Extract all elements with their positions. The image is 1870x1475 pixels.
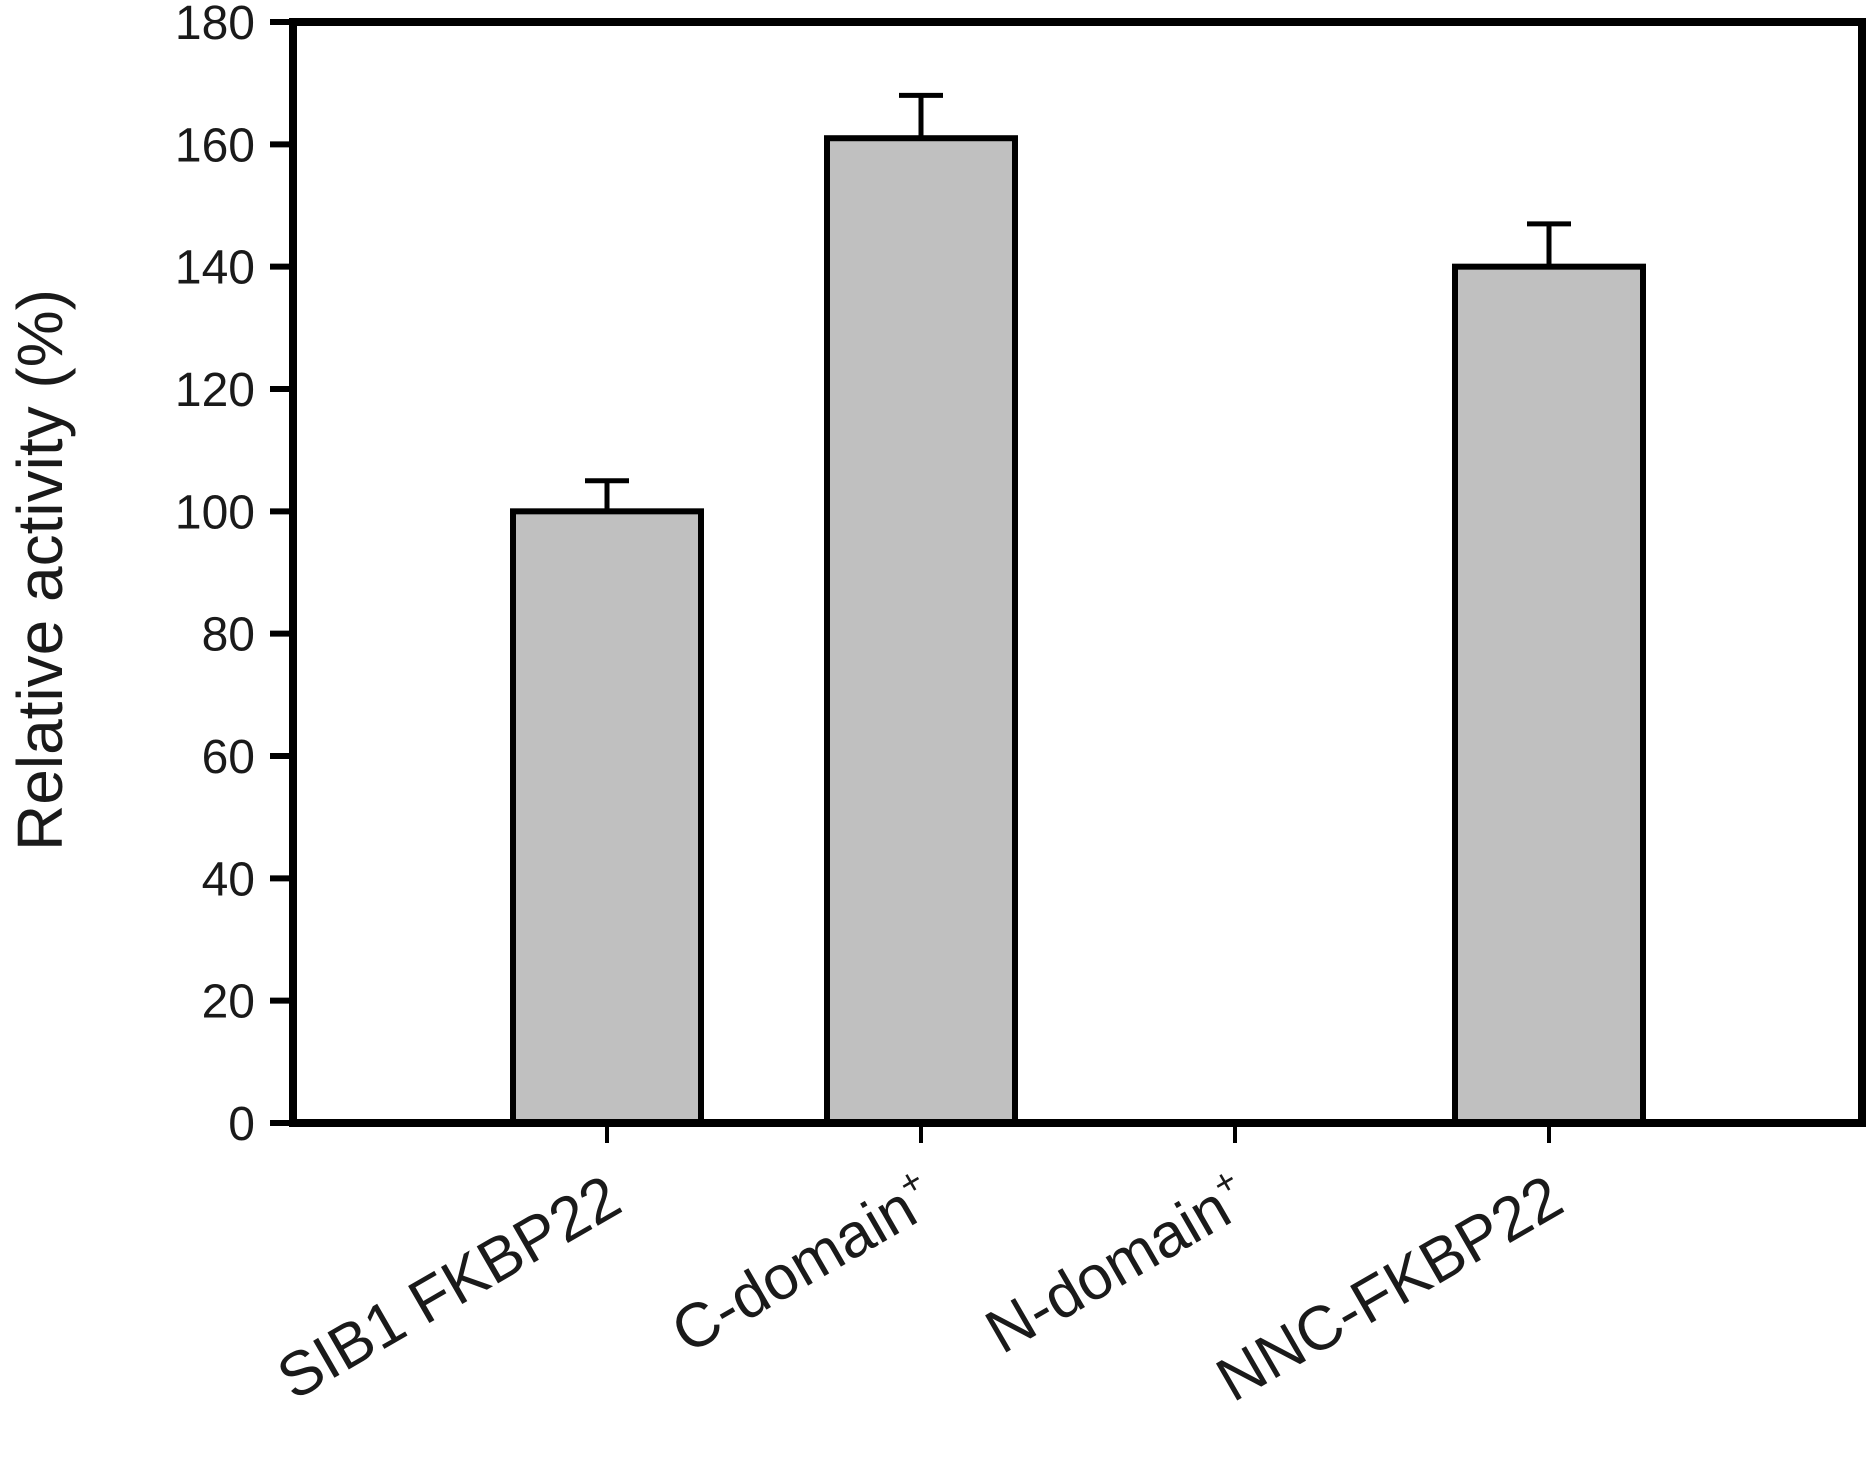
y-axis-ticks: 0 20 40 60 80 100 120 140 160 180	[175, 0, 293, 1151]
bar-nnc-fkbp22	[1452, 263, 1646, 1126]
x-axis-category-labels: SIB1 FKBP22 C-domain+ N-domain+NNC-FKBP22	[266, 1159, 1574, 1415]
x-axis-ticks	[605, 1127, 1551, 1143]
plot-frame	[289, 18, 1866, 1127]
x-category-label: C-domain+	[659, 1159, 946, 1367]
y-tick-label: 180	[175, 0, 255, 50]
y-tick-label: 160	[175, 119, 255, 172]
y-axis-title: Relative activity (%)	[4, 289, 76, 851]
y-tick-label: 80	[202, 609, 255, 662]
y-tick-label: 60	[202, 731, 255, 784]
x-category-label-text: C-domain	[661, 1173, 928, 1367]
x-category-label-text: SIB1 FKBP22	[266, 1162, 632, 1413]
y-tick-label: 100	[175, 486, 255, 539]
x-category-label: SIB1 FKBP22	[266, 1162, 632, 1413]
x-category-label-text: N-domain	[975, 1173, 1242, 1367]
error-bars	[585, 92, 1571, 512]
bar-sib1-fkbp22	[510, 508, 704, 1127]
y-tick-label: 140	[175, 242, 255, 295]
x-category-label-text: NNC-FKBP22	[1205, 1162, 1574, 1415]
bars	[510, 135, 1646, 1127]
x-category-label: NNC-FKBP22	[1205, 1162, 1574, 1415]
x-category-label: N-domain+	[973, 1159, 1260, 1367]
y-tick-label: 0	[228, 1098, 255, 1151]
y-tick-label: 40	[202, 853, 255, 906]
y-tick-label: 20	[202, 976, 255, 1029]
y-tick-label: 120	[175, 364, 255, 417]
bar-c-domain	[824, 135, 1018, 1126]
